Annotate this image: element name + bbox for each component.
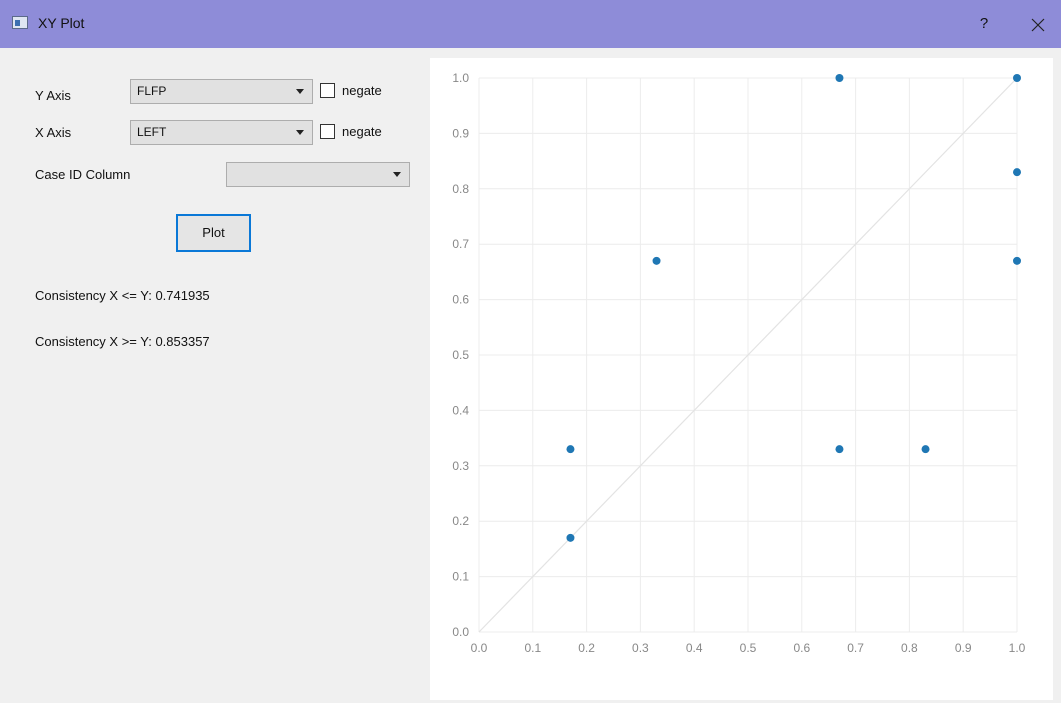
y-axis-select[interactable]: FLFP [130,79,313,104]
x-tick-label: 0.2 [578,641,595,655]
x-axis-select-value: LEFT [137,125,167,139]
consistency-le-text: Consistency X <= Y: 0.741935 [35,288,210,303]
x-tick-label: 0.4 [686,641,703,655]
x-negate-label[interactable]: negate [342,124,382,139]
close-icon [1031,18,1045,31]
y-axis-select-value: FLFP [137,84,167,98]
y-tick-label: 1.0 [452,71,469,85]
y-tick-label: 0.9 [452,126,469,140]
data-point [835,74,844,82]
y-tick-label: 0.7 [452,237,469,251]
y-tick-label: 0.3 [452,459,469,473]
x-tick-label: 1.0 [1009,641,1026,655]
x-tick-label: 0.7 [847,641,864,655]
plot-button[interactable]: Plot [176,214,251,252]
data-point [1013,74,1021,82]
scatter-chart: 0.0 0.1 0.2 0.3 0.4 0.5 0.6 0.7 0.8 0.9 1.0 0.0 0.1 0… [452,71,1026,655]
case-id-label: Case ID Column [35,167,131,182]
chevron-down-icon [296,130,304,135]
x-tick-label: 0.8 [901,641,918,655]
x-axis-select[interactable]: LEFT [130,120,313,145]
data-point [921,445,930,454]
help-button[interactable]: ? [979,15,989,32]
data-point [1013,168,1021,177]
x-axis-label: X Axis [35,125,72,140]
y-negate-label[interactable]: negate [342,83,382,98]
y-tick-label: 0.2 [452,514,469,528]
x-tick-label: 0.9 [955,641,972,655]
data-point [566,533,575,542]
chevron-down-icon [296,89,304,94]
window-icon [12,16,28,29]
data-point [566,445,575,454]
consistency-ge-text: Consistency X >= Y: 0.853357 [35,334,210,349]
window-title: XY Plot [38,15,85,31]
x-negate-checkbox[interactable] [320,124,335,139]
x-tick-label: 0.0 [471,641,488,655]
x-tick-label: 0.1 [524,641,541,655]
y-tick-label: 0.1 [452,570,469,584]
x-tick-label: 0.6 [793,641,810,655]
y-axis-label: Y Axis [35,88,71,103]
x-tick-label: 0.5 [740,641,757,655]
data-point [835,445,844,454]
chevron-down-icon [393,172,401,177]
case-id-select[interactable] [226,162,410,187]
y-tick-label: 0.8 [452,182,469,196]
title-bar: XY Plot ? [0,0,1061,48]
close-button[interactable] [1024,12,1052,36]
data-point [652,256,661,265]
y-tick-label: 0.0 [452,625,469,639]
y-tick-label: 0.4 [452,403,469,417]
y-tick-label: 0.5 [452,348,469,362]
plot-area[interactable]: 0.0 0.1 0.2 0.3 0.4 0.5 0.6 0.7 0.8 0.9 1.0 0.0 0.1 0… [430,58,1053,700]
x-tick-label: 0.3 [632,641,649,655]
y-negate-checkbox[interactable] [320,83,335,98]
y-tick-label: 0.6 [452,293,469,307]
data-point [1013,256,1021,265]
